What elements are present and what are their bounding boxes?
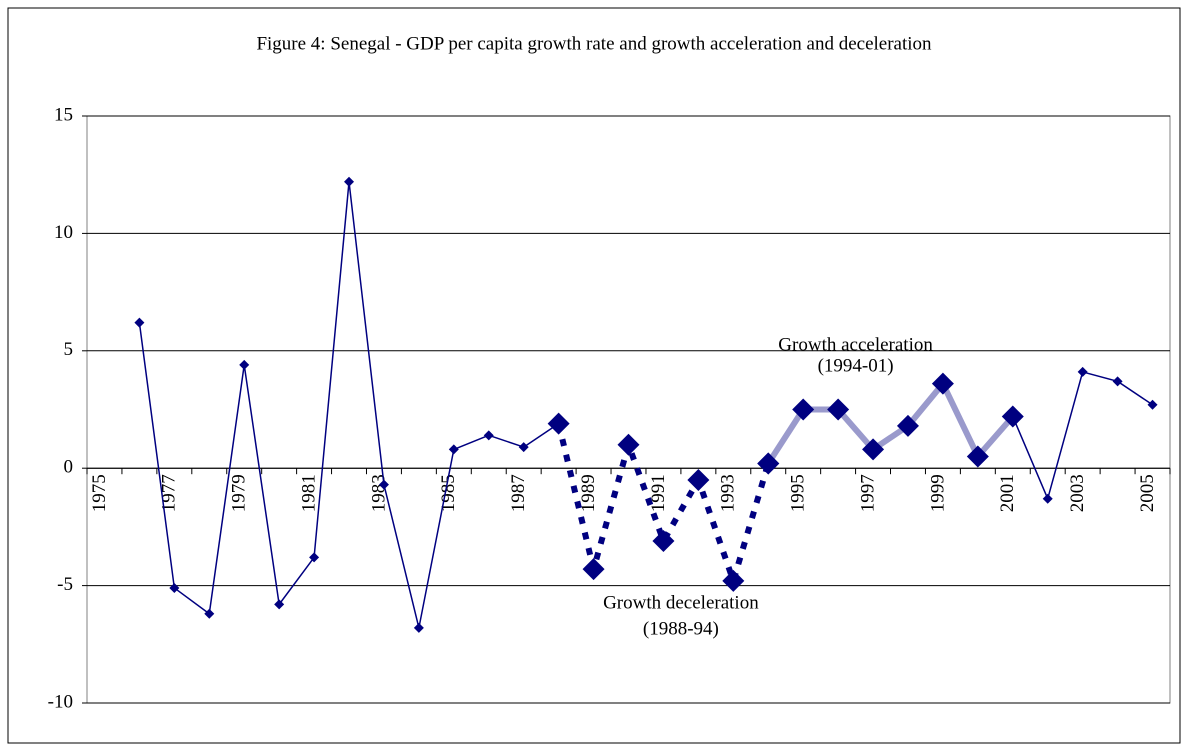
data-point [483,430,494,441]
data-point [652,529,675,552]
x-tick-label: 1995 [788,474,809,512]
annotation: (1988-94) [643,619,719,640]
x-tick-label: 1999 [927,474,948,512]
data-point [1112,376,1123,387]
data-point [792,398,815,421]
data-point [617,433,640,456]
data-point [1001,405,1024,428]
x-tick-label: 1975 [89,474,110,512]
data-point [931,372,954,395]
y-tick-label: 0 [64,457,74,478]
data-point [448,444,459,455]
y-tick-label: 15 [54,104,73,125]
data-point [547,412,570,435]
data-point [134,317,145,328]
data-point [1077,366,1088,377]
data-point [757,452,780,475]
data-point [239,359,250,370]
data-point [722,569,745,592]
annotation: Growth deceleration [603,593,759,614]
x-tick-label: 1987 [508,474,529,512]
x-tick-label: 1985 [438,474,459,512]
chart-title: Figure 4: Senegal - GDP per capita growt… [256,33,932,54]
y-tick-label: -10 [48,691,73,712]
data-point [1147,399,1158,410]
annotation: (1994-01) [818,356,894,377]
data-point [687,468,710,491]
data-point [1042,493,1053,504]
y-tick-label: 5 [64,339,74,360]
data-point [862,438,885,461]
data-point [204,608,215,619]
x-tick-label: 1989 [578,474,599,512]
data-point [309,552,320,563]
data-point [413,622,424,633]
data-point [966,445,989,468]
y-tick-label: 10 [54,222,73,243]
annotation: Growth acceleration [778,334,933,355]
data-point [344,176,355,187]
data-point [169,582,180,593]
x-tick-label: 2005 [1137,474,1158,512]
x-tick-label: 1981 [298,474,319,512]
data-point [274,599,285,610]
x-tick-label: 1993 [718,474,739,512]
data-point [896,414,919,437]
x-tick-label: 1997 [857,474,878,512]
data-point [518,442,529,453]
x-tick-label: 2003 [1067,474,1088,512]
x-tick-label: 2001 [997,474,1018,512]
y-tick-label: -5 [57,574,73,595]
data-point [582,558,605,581]
data-point [378,479,389,490]
x-tick-label: 1979 [229,474,250,512]
chart-frame [7,7,1181,744]
x-tick-label: 1977 [159,474,180,512]
x-tick-label: 1991 [648,474,669,512]
data-point [827,398,850,421]
